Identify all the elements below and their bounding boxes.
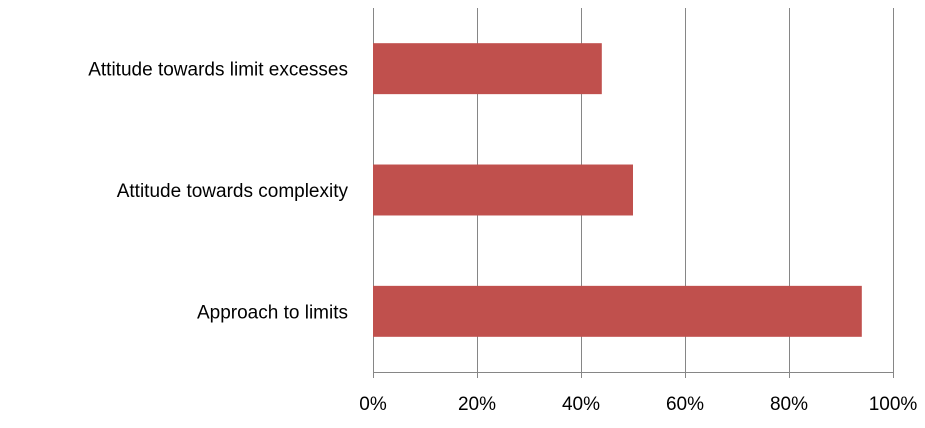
- bar-2: [373, 285, 862, 337]
- x-tick-label-0: 0%: [359, 394, 387, 415]
- x-tick-label-4: 80%: [770, 394, 808, 415]
- x-tick-label-2: 40%: [562, 394, 600, 415]
- bars: [373, 43, 862, 337]
- bar-0: [373, 43, 602, 95]
- x-tick-labels: 0% 20% 40% 60% 80% 100%: [359, 394, 917, 415]
- category-label-2: Approach to limits: [197, 302, 348, 323]
- x-tick-label-3: 60%: [666, 394, 704, 415]
- category-label-0: Attitude towards limit excesses: [88, 60, 348, 81]
- bar-1: [373, 164, 633, 216]
- category-label-1: Attitude towards complexity: [117, 181, 349, 202]
- x-tick-label-5: 100%: [869, 394, 918, 415]
- x-tick-label-1: 20%: [458, 394, 496, 415]
- category-labels: Attitude towards limit excesses Attitude …: [88, 60, 348, 324]
